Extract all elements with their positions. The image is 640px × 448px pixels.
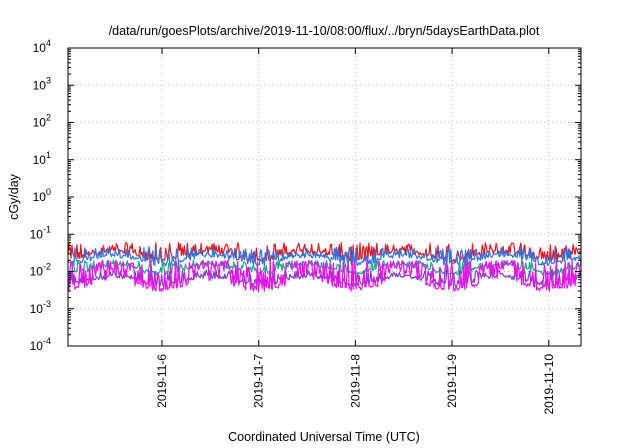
grid	[68, 48, 581, 346]
x-axis: 2019-11-6 2019-11-7 2019-11-8 2019-11-9 2019…	[155, 48, 556, 415]
y-tick-label: 102	[33, 113, 51, 130]
series-line	[67, 246, 582, 267]
y-tick-exponent-area	[52, 113, 66, 123]
chart-title: /data/run/goesPlots/archive/2019-11-10/0…	[109, 24, 540, 38]
x-tick-label: 2019-11-8	[348, 354, 362, 408]
series-line	[67, 259, 582, 293]
series-group	[67, 241, 582, 293]
y-tick-label: 10-2	[30, 262, 51, 279]
y-tick-exponent-area	[52, 150, 66, 160]
y-tick-label: 10-4	[30, 336, 51, 353]
x-axis-label: Coordinated Universal Time (UTC)	[228, 430, 420, 444]
y-tick-label: 101	[33, 150, 51, 167]
y-tick-label: 103	[33, 75, 51, 92]
y-tick-exponent-area	[52, 224, 66, 234]
y-tick-exponent-area	[52, 262, 66, 272]
x-tick-label: 2019-11-7	[252, 354, 266, 408]
y-tick-exponent-area	[52, 336, 66, 346]
y-tick-label: 104	[33, 38, 51, 55]
x-tick-label: 2019-11-9	[445, 354, 459, 408]
y-tick-label: 100	[33, 187, 51, 204]
y-axis: 10-4 10-3 10-2 10-1 100 101 102 103 104	[30, 38, 581, 353]
y-axis-label: cGy/day	[7, 173, 21, 220]
y-tick-label: 10-3	[30, 299, 51, 316]
y-tick-label: 10-1	[30, 224, 51, 241]
y-tick-exponent-area	[52, 75, 66, 85]
y-tick-exponent-area	[52, 299, 66, 309]
x-tick-label: 2019-11-10	[542, 354, 556, 415]
x-tick-label: 2019-11-6	[155, 354, 169, 408]
y-tick-exponent-area	[52, 187, 66, 197]
y-tick-exponent-area	[52, 38, 66, 48]
